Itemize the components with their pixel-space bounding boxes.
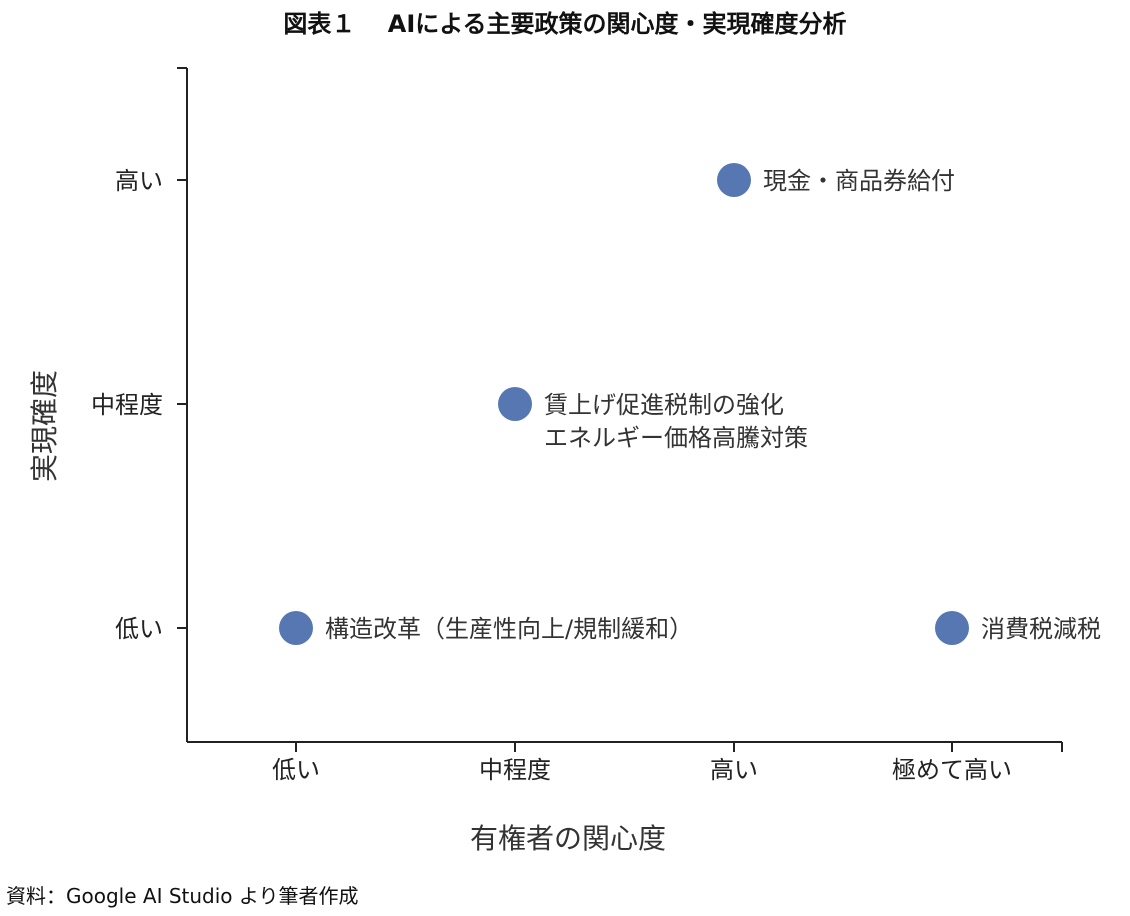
x-tick-label: 高い xyxy=(710,756,758,784)
y-tick-label: 中程度 xyxy=(91,391,163,419)
chart-title: 図表１ AIによる主要政策の関心度・実現確度分析 xyxy=(283,10,847,38)
data-point xyxy=(279,611,313,645)
x-axis-title: 有権者の関心度 xyxy=(470,822,666,855)
data-point-label: 消費税減税 xyxy=(981,615,1101,643)
x-tick-label: 中程度 xyxy=(479,756,551,784)
data-point-label: 構造改革（生産性向上/規制緩和） xyxy=(325,615,693,643)
y-axis-title: 実現確度 xyxy=(28,370,61,482)
data-point-label: 賃上げ促進税制の強化 xyxy=(544,391,784,419)
y-tick-label: 低い xyxy=(115,615,163,643)
data-point-label: エネルギー価格高騰対策 xyxy=(544,424,808,452)
y-tick-label: 高い xyxy=(115,167,163,195)
data-point-label: 現金・商品券給付 xyxy=(763,167,955,195)
data-point xyxy=(935,611,969,645)
data-point xyxy=(717,163,751,197)
x-tick-label: 低い xyxy=(272,756,320,784)
source-note: 資料：Google AI Studio より筆者作成 xyxy=(6,884,359,908)
data-point xyxy=(498,387,532,421)
x-tick-label: 極めて高い xyxy=(892,756,1012,784)
